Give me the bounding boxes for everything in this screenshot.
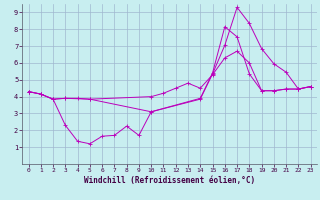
X-axis label: Windchill (Refroidissement éolien,°C): Windchill (Refroidissement éolien,°C) [84, 176, 255, 185]
